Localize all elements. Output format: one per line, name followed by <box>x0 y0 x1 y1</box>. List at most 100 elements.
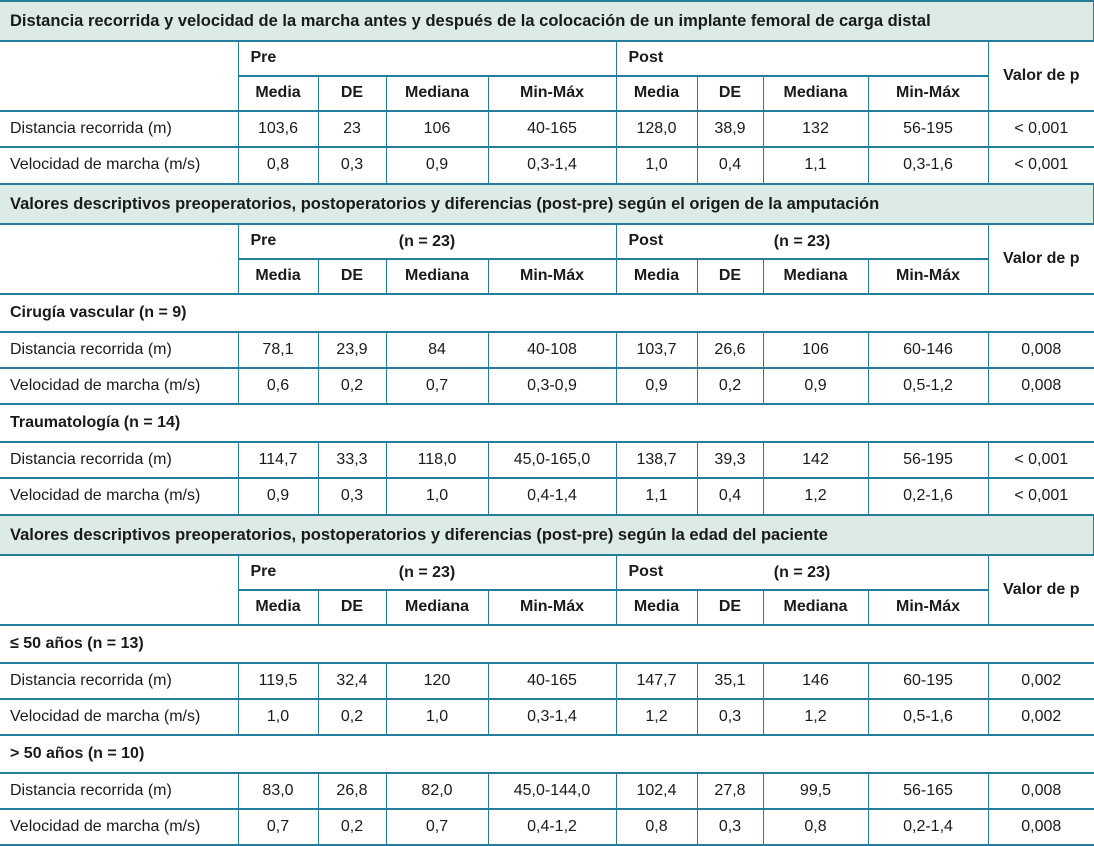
post-group-header: Post (n = 23) <box>616 223 989 259</box>
stat-value-cell: 26,8 <box>318 772 387 809</box>
stat-value-cell: 60-146 <box>868 331 989 368</box>
row-label-header-cell <box>0 40 239 111</box>
data-row: Distancia recorrida (m) 83,0 26,8 82,0 45,0-… <box>0 772 1094 809</box>
post-label: Post <box>628 563 664 581</box>
stat-header-pre-de: DE <box>318 258 387 294</box>
stat-header-pre-min-máx: Min-Máx <box>488 258 617 294</box>
stat-value-cell: 38,9 <box>697 110 764 147</box>
stat-value-cell: 45,0-165,0 <box>488 441 617 478</box>
pre-label: Pre <box>250 232 277 250</box>
stat-value-cell: 102,4 <box>616 772 698 809</box>
stat-value-cell: 0,5-1,2 <box>868 367 989 404</box>
stat-value-cell: 56-195 <box>868 110 989 147</box>
stat-value-cell: 0,6 <box>238 367 319 404</box>
stat-value-cell: 0,3 <box>697 808 764 846</box>
stat-value-cell: 0,2-1,6 <box>868 477 989 514</box>
stat-value-cell: 103,7 <box>616 331 698 368</box>
stat-value-cell: 0,3 <box>318 146 387 183</box>
stat-header-post-media: Media <box>616 75 698 111</box>
row-label-header-cell <box>0 554 239 625</box>
pre-n-count: (n = 23) <box>398 563 456 581</box>
stat-value-cell: 0,9 <box>616 367 698 404</box>
subsection-label: > 50 años (n = 10) <box>0 734 1094 773</box>
stat-value-cell: 0,2-1,4 <box>868 808 989 846</box>
data-row: Velocidad de marcha (m/s) 1,0 0,2 1,0 0,3-1,… <box>0 698 1094 735</box>
stat-value-cell: 120 <box>386 662 489 699</box>
stat-value-cell: 106 <box>386 110 489 147</box>
data-row: Velocidad de marcha (m/s) 0,7 0,2 0,7 0,4-1,… <box>0 808 1094 846</box>
stat-value-cell: 1,0 <box>238 698 319 735</box>
stat-value-cell: 138,7 <box>616 441 698 478</box>
stat-header-pre-media: Media <box>238 75 319 111</box>
stat-value-cell: 0,2 <box>697 367 764 404</box>
stat-header-post-min-máx: Min-Máx <box>868 258 989 294</box>
p-value-header: Valor de p <box>988 223 1094 294</box>
table-title: Valores descriptivos preoperatorios, pos… <box>0 183 1094 224</box>
group-header-row: Pre (n = 23) Post (n = 23) Valor de p <box>0 223 1094 294</box>
stat-header-post-min-máx: Min-Máx <box>868 75 989 111</box>
post-n-count: (n = 23) <box>773 563 831 581</box>
subsection-row: > 50 años (n = 10) <box>0 734 1094 773</box>
p-value-cell: 0,008 <box>988 331 1094 368</box>
stat-value-cell: 118,0 <box>386 441 489 478</box>
pre-label: Pre <box>250 49 277 67</box>
stat-header-post-mediana: Mediana <box>763 589 869 625</box>
stat-value-cell: 0,3 <box>318 477 387 514</box>
measure-label: Distancia recorrida (m) <box>0 110 239 147</box>
stat-header-pre-de: DE <box>318 589 387 625</box>
measure-label: Distancia recorrida (m) <box>0 662 239 699</box>
stat-value-cell: 0,9 <box>386 146 489 183</box>
p-value-cell: < 0,001 <box>988 441 1094 478</box>
stat-value-cell: 132 <box>763 110 869 147</box>
stat-value-cell: 56-195 <box>868 441 989 478</box>
stat-value-cell: 0,3-0,9 <box>488 367 617 404</box>
p-value-cell: 0,008 <box>988 367 1094 404</box>
stat-value-cell: 26,6 <box>697 331 764 368</box>
data-table-2: Valores descriptivos preoperatorios, pos… <box>0 183 1094 514</box>
stat-value-cell: 0,7 <box>386 367 489 404</box>
stat-header-pre-min-máx: Min-Máx <box>488 75 617 111</box>
stat-value-cell: 0,3 <box>697 698 764 735</box>
stat-value-cell: 1,1 <box>616 477 698 514</box>
subsection-row: Traumatología (n = 14) <box>0 403 1094 442</box>
stat-value-cell: 27,8 <box>697 772 764 809</box>
table-title-row: Valores descriptivos preoperatorios, pos… <box>0 183 1094 224</box>
table-title: Valores descriptivos preoperatorios, pos… <box>0 514 1094 555</box>
data-row: Distancia recorrida (m) 119,5 32,4 120 40-16… <box>0 662 1094 699</box>
measure-label: Velocidad de marcha (m/s) <box>0 477 239 514</box>
stat-header-pre-media: Media <box>238 589 319 625</box>
data-row: Velocidad de marcha (m/s) 0,8 0,3 0,9 0,3-1,… <box>0 146 1094 183</box>
stat-value-cell: 142 <box>763 441 869 478</box>
post-n-count: (n = 23) <box>773 232 831 250</box>
stat-value-cell: 1,0 <box>386 477 489 514</box>
p-value-cell: 0,008 <box>988 808 1094 846</box>
stat-value-cell: 0,7 <box>238 808 319 846</box>
measure-label: Velocidad de marcha (m/s) <box>0 808 239 846</box>
stat-value-cell: 45,0-144,0 <box>488 772 617 809</box>
table-title: Distancia recorrida y velocidad de la ma… <box>0 0 1094 41</box>
stat-value-cell: 128,0 <box>616 110 698 147</box>
stat-header-post-min-máx: Min-Máx <box>868 589 989 625</box>
subsection-label: Cirugía vascular (n = 9) <box>0 293 1094 332</box>
stat-value-cell: 33,3 <box>318 441 387 478</box>
stat-value-cell: 1,0 <box>386 698 489 735</box>
stat-value-cell: 103,6 <box>238 110 319 147</box>
post-group-header: Post <box>616 40 989 76</box>
stat-header-pre-mediana: Mediana <box>386 589 489 625</box>
stat-value-cell: 23 <box>318 110 387 147</box>
measure-label: Distancia recorrida (m) <box>0 331 239 368</box>
stat-header-post-media: Media <box>616 258 698 294</box>
stat-value-cell: 0,2 <box>318 808 387 846</box>
stat-value-cell: 114,7 <box>238 441 319 478</box>
stat-value-cell: 0,7 <box>386 808 489 846</box>
stat-value-cell: 32,4 <box>318 662 387 699</box>
group-header-row: Pre (n = 23) Post (n = 23) Valor de p <box>0 554 1094 625</box>
stat-value-cell: 60-195 <box>868 662 989 699</box>
stat-value-cell: 83,0 <box>238 772 319 809</box>
stat-header-post-de: DE <box>697 589 764 625</box>
pre-group-header: Pre <box>238 40 617 76</box>
stat-value-cell: 0,2 <box>318 698 387 735</box>
p-value-cell: 0,008 <box>988 772 1094 809</box>
stat-header-row: Media DE Mediana Min-Máx Media DE Mediana Min-M… <box>0 258 1094 294</box>
